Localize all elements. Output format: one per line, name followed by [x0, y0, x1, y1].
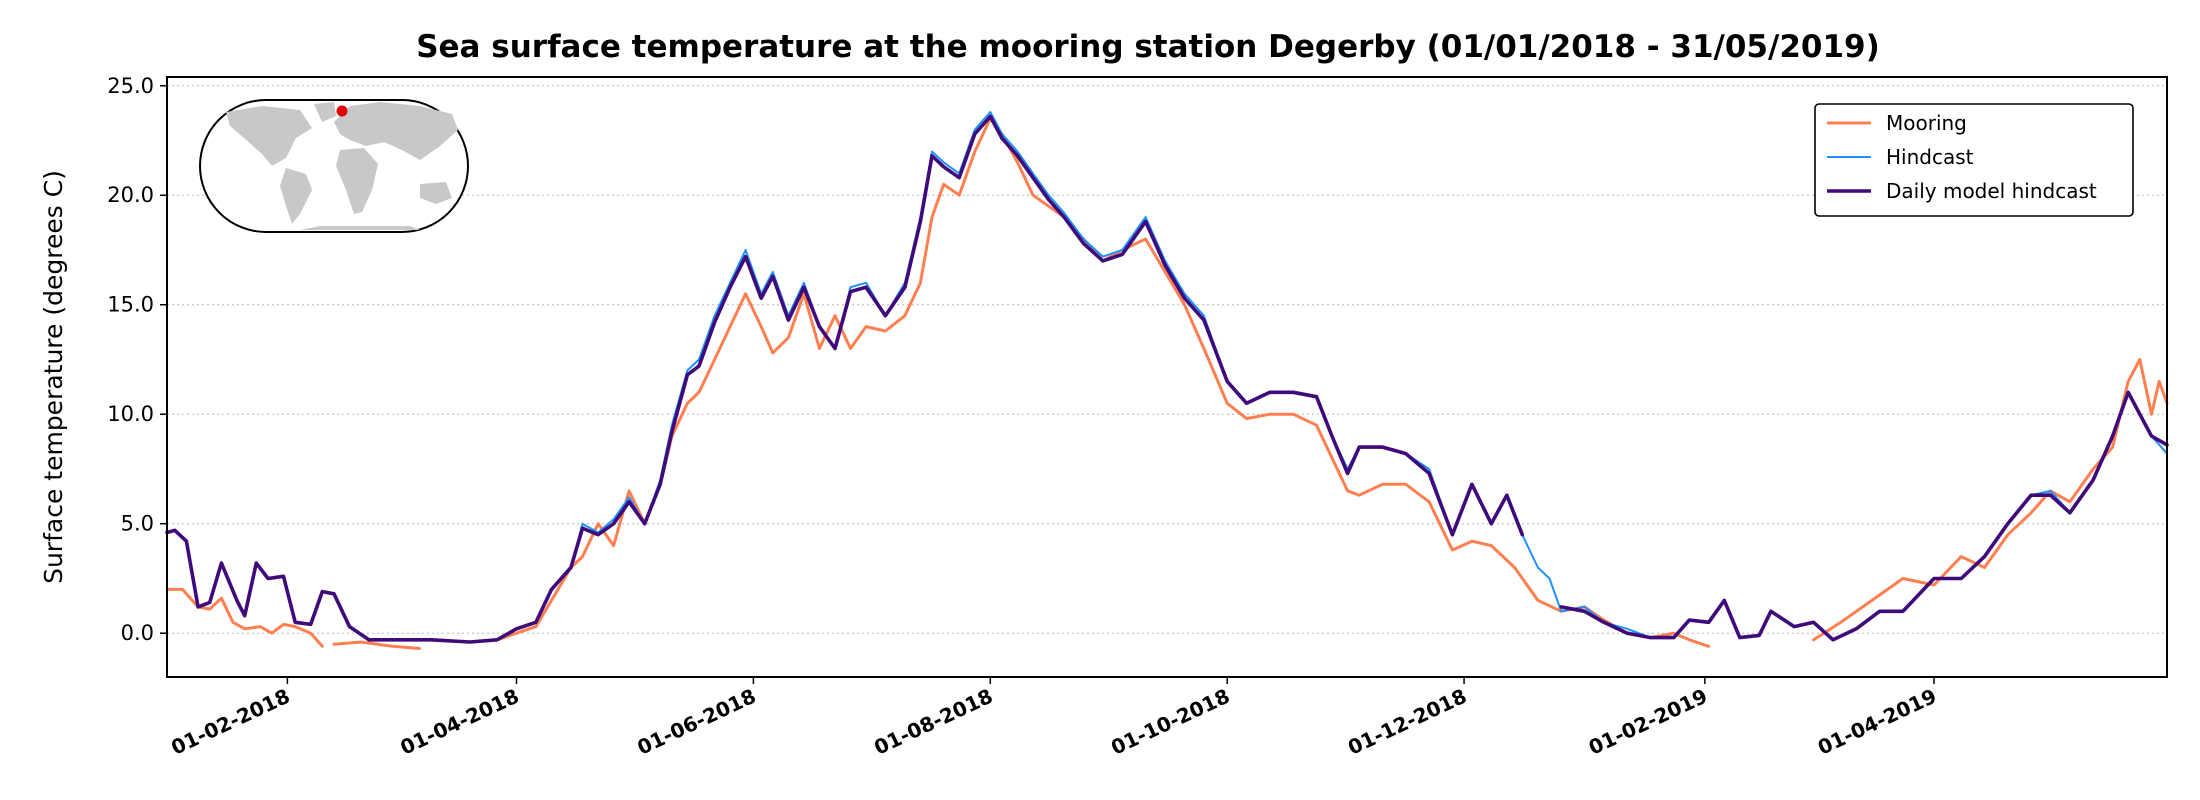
legend-label-mooring: Mooring	[1886, 111, 1967, 135]
africa-shape	[336, 148, 378, 214]
y-axis-label: Surface temperature (degrees C)	[39, 170, 68, 584]
chart-title: Sea surface temperature at the mooring s…	[416, 29, 1880, 65]
north-america-shape	[226, 106, 312, 166]
series-line-daily-model-hindcast-1	[1559, 390, 2169, 642]
y-tick-label-3: 15.0	[107, 293, 154, 317]
y-tick-label-4: 20.0	[107, 183, 154, 207]
y-tick-label-1: 5.0	[121, 512, 154, 536]
south-america-shape	[280, 168, 312, 224]
legend-label-daily-model-hindcast: Daily model hindcast	[1886, 179, 2097, 203]
x-tick-label-7: 01-04-2019	[1814, 684, 1940, 760]
legend: Mooring Hindcast Daily model hindcast	[1814, 103, 2134, 217]
series-line-mooring-2	[495, 117, 1711, 648]
legend-label-hindcast: Hindcast	[1886, 145, 1974, 169]
x-tick-label-2: 01-06-2018	[633, 684, 759, 760]
series-line-mooring-1	[332, 640, 421, 650]
x-tick-label-6: 01-02-2019	[1585, 684, 1711, 760]
europe-asia-shape	[334, 102, 458, 160]
greenland-shape	[314, 102, 336, 122]
y-tick-label-0: 0.0	[121, 621, 154, 645]
world-map-inset	[199, 99, 469, 233]
x-axis-ticks: 01-02-2018 01-04-2018 01-06-2018 01-08-2018…	[167, 677, 1940, 760]
series-layer	[165, 111, 2169, 650]
antarctica-shape	[300, 226, 420, 230]
y-tick-label-2: 10.0	[107, 402, 154, 426]
map-land	[226, 102, 458, 230]
y-axis-ticks: 0.0 5.0 10.0 15.0 20.0 25.0	[107, 74, 167, 645]
x-tick-label-0: 01-02-2018	[167, 684, 293, 760]
series-line-daily-model-hindcast-0	[165, 114, 1525, 644]
series-line-mooring-3	[1812, 358, 2169, 642]
y-tick-label-5: 25.0	[107, 74, 154, 98]
station-location-marker	[336, 105, 348, 117]
legend-box	[1814, 103, 2134, 217]
series-line-mooring-0	[165, 587, 324, 648]
x-tick-label-5: 01-12-2018	[1344, 684, 1470, 760]
australia-shape	[420, 182, 452, 204]
x-tick-label-4: 01-10-2018	[1107, 684, 1233, 760]
x-tick-label-3: 01-08-2018	[870, 684, 996, 760]
x-tick-label-1: 01-04-2018	[397, 684, 523, 760]
plot-frame	[166, 76, 2168, 678]
